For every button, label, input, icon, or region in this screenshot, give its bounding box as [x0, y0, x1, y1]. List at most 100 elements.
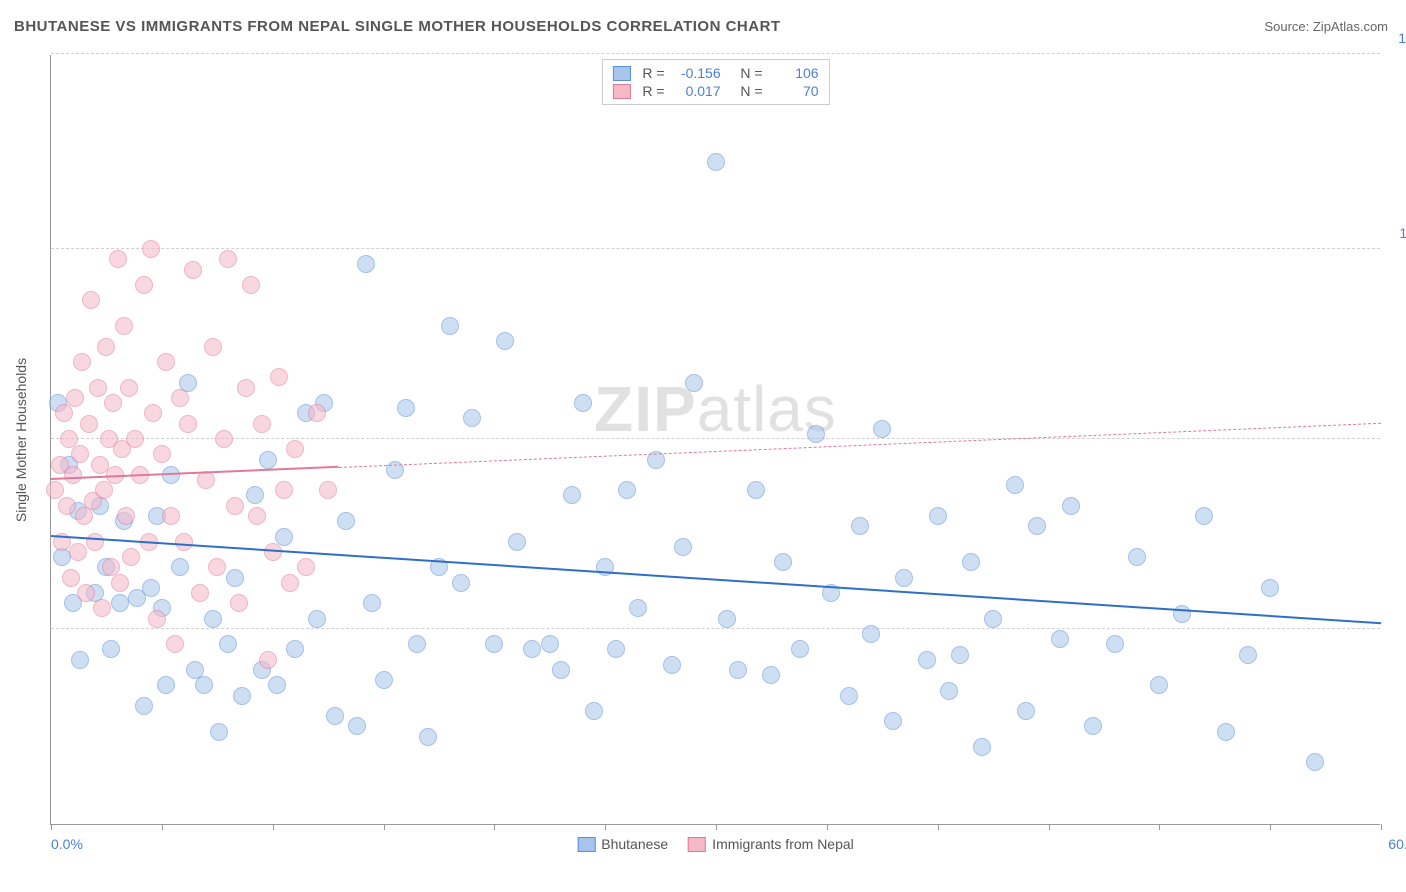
data-point [162, 507, 180, 525]
y-axis-label: Single Mother Households [13, 357, 29, 521]
data-point [58, 497, 76, 515]
data-point [419, 728, 437, 746]
data-point [1195, 507, 1213, 525]
data-point [226, 497, 244, 515]
data-point [75, 507, 93, 525]
data-point [984, 610, 1002, 628]
trend-line [51, 535, 1381, 624]
data-point [62, 569, 80, 587]
data-point [1106, 635, 1124, 653]
data-point [80, 415, 98, 433]
data-point [618, 481, 636, 499]
data-point [135, 276, 153, 294]
x-tick [1381, 824, 1382, 830]
data-point [153, 445, 171, 463]
legend-stat-row: R = 0.017 N = 70 [612, 82, 818, 100]
data-point [774, 553, 792, 571]
y-tick-label: 15.0% [1398, 30, 1406, 46]
legend-swatch [612, 66, 630, 81]
data-point [230, 594, 248, 612]
data-point [93, 599, 111, 617]
data-point [463, 409, 481, 427]
legend-series: BhutaneseImmigrants from Nepal [577, 836, 854, 852]
data-point [286, 440, 304, 458]
legend-stat-row: R =-0.156 N =106 [612, 64, 818, 82]
data-point [397, 399, 415, 417]
data-point [55, 404, 73, 422]
data-point [348, 717, 366, 735]
legend-n-value: 70 [771, 83, 819, 99]
data-point [77, 584, 95, 602]
data-point [1239, 646, 1257, 664]
legend-swatch [688, 837, 706, 852]
data-point [895, 569, 913, 587]
data-point [337, 512, 355, 530]
data-point [663, 656, 681, 674]
data-point [120, 379, 138, 397]
data-point [747, 481, 765, 499]
data-point [171, 389, 189, 407]
data-point [226, 569, 244, 587]
chart-header: BHUTANESE VS IMMIGRANTS FROM NEPAL SINGL… [14, 18, 1388, 35]
x-tick [1270, 824, 1271, 830]
data-point [111, 594, 129, 612]
data-point [259, 451, 277, 469]
data-point [485, 635, 503, 653]
data-point [1217, 723, 1235, 741]
data-point [807, 425, 825, 443]
data-point [523, 640, 541, 658]
data-point [552, 661, 570, 679]
data-point [319, 481, 337, 499]
data-point [862, 625, 880, 643]
legend-r-label: R = [642, 83, 664, 99]
data-point [95, 481, 113, 499]
data-point [237, 379, 255, 397]
data-point [1062, 497, 1080, 515]
data-point [179, 415, 197, 433]
data-point [607, 640, 625, 658]
x-tick [273, 824, 274, 830]
data-point [219, 250, 237, 268]
data-point [729, 661, 747, 679]
data-point [69, 543, 87, 561]
data-point [157, 353, 175, 371]
data-point [685, 374, 703, 392]
data-point [629, 599, 647, 617]
data-point [1084, 717, 1102, 735]
x-tick [162, 824, 163, 830]
data-point [102, 640, 120, 658]
data-point [718, 610, 736, 628]
data-point [66, 389, 84, 407]
data-point [135, 697, 153, 715]
legend-r-value: 0.017 [673, 83, 721, 99]
data-point [275, 528, 293, 546]
data-point [64, 466, 82, 484]
data-point [117, 507, 135, 525]
data-point [115, 317, 133, 335]
data-point [197, 471, 215, 489]
data-point [184, 261, 202, 279]
data-point [357, 255, 375, 273]
x-tick [1049, 824, 1050, 830]
data-point [248, 507, 266, 525]
gridline [51, 438, 1380, 439]
data-point [674, 538, 692, 556]
data-point [363, 594, 381, 612]
data-point [210, 723, 228, 741]
legend-n-label: N = [733, 83, 763, 99]
x-tick [827, 824, 828, 830]
scatter-chart: Single Mother Households ZIPatlas R =-0.… [50, 55, 1380, 825]
data-point [157, 676, 175, 694]
data-point [762, 666, 780, 684]
gridline [51, 53, 1380, 54]
data-point [951, 646, 969, 664]
data-point [541, 635, 559, 653]
data-point [840, 687, 858, 705]
data-point [791, 640, 809, 658]
x-tick [938, 824, 939, 830]
data-point [166, 635, 184, 653]
data-point [204, 610, 222, 628]
data-point [142, 240, 160, 258]
watermark: ZIPatlas [594, 372, 837, 446]
data-point [496, 332, 514, 350]
